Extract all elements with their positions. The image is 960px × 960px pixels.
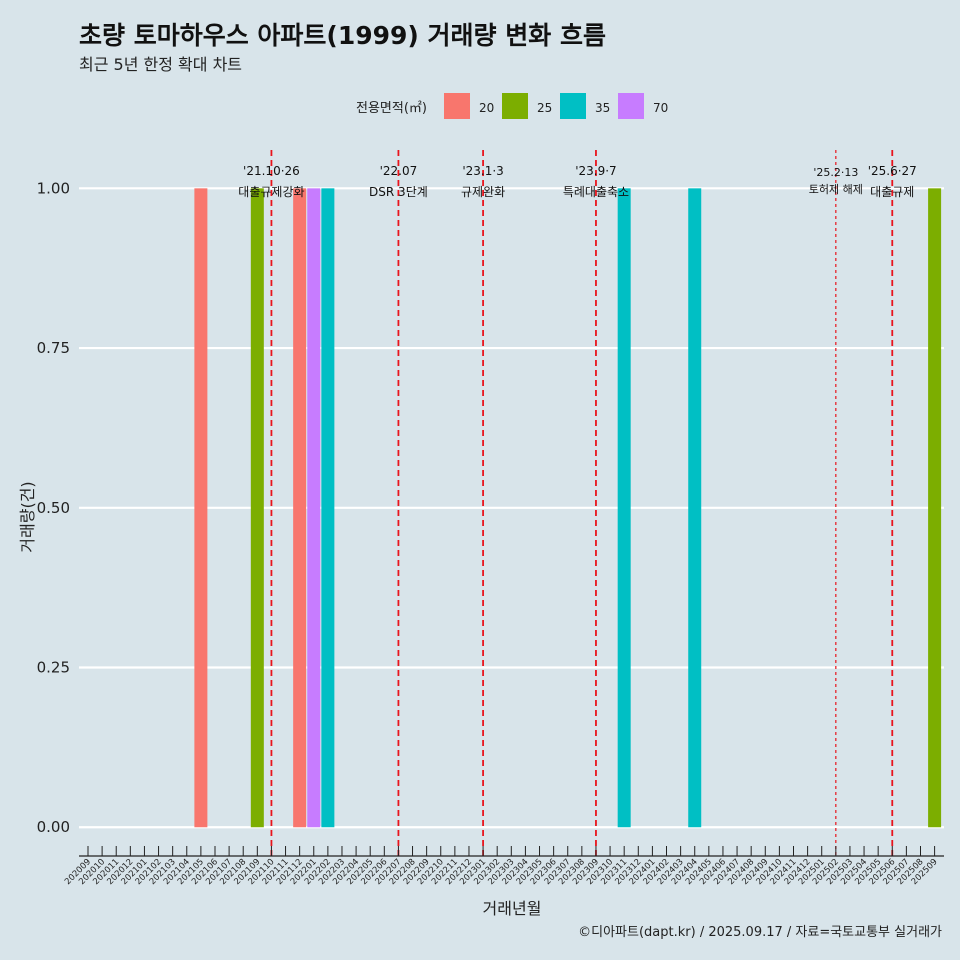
x-axis: 2020092020102020112020122021012021022021…: [63, 846, 944, 887]
event-date: '21.10·26: [243, 164, 300, 178]
y-axis: 0.00 0.25 0.50 0.75 1.00: [37, 179, 70, 836]
event-label: 대출규제: [870, 185, 914, 199]
legend-title: 전용면적(㎡): [356, 101, 427, 116]
legend-label: 35: [595, 101, 610, 115]
legend-swatch-25: [502, 93, 528, 119]
bar-202311-35: [617, 188, 631, 828]
caption: ©디아파트(dapt.kr) / 2025.09.17 / 자료=국토교통부 실…: [578, 925, 942, 940]
y-axis-label: 거래량(건): [18, 481, 37, 552]
bars: [194, 188, 942, 828]
legend: 전용면적(㎡) 20 25 35 70: [356, 93, 668, 119]
event-label: 규제완화: [461, 185, 505, 199]
event-date: '22.07: [380, 164, 418, 178]
bar-202112-20: [293, 188, 307, 828]
legend-swatch-70: [618, 93, 644, 119]
x-axis-label: 거래년월: [483, 899, 542, 918]
event-lines: '21.10·26 대출규제강화 '22.07 DSR 3단계 '23.1·3 규제완화 '…: [238, 150, 917, 856]
chart-subtitle: 최근 5년 한정 확대 차트: [79, 55, 242, 74]
bar-202404-35: [688, 188, 702, 828]
bar-202109-25: [250, 188, 264, 828]
legend-swatch-35: [560, 93, 586, 119]
y-tick-label: 0.75: [37, 339, 70, 357]
bar-202509-25: [928, 188, 942, 828]
event-date: '23.1·3: [462, 164, 503, 178]
legend-label: 25: [537, 101, 552, 115]
event-date: '25.2·13: [813, 166, 858, 179]
legend-label: 20: [479, 101, 494, 115]
legend-swatch-20: [444, 93, 470, 119]
event-label: 특례대출축소: [563, 185, 629, 199]
y-tick-label: 0.00: [37, 818, 70, 836]
bar-202201-70: [307, 188, 321, 828]
event-date: '23.9·7: [575, 164, 616, 178]
event-label: 토허제 해제: [809, 182, 863, 196]
y-tick-label: 0.50: [37, 499, 70, 517]
y-tick-label: 1.00: [37, 179, 70, 197]
event-label: 대출규제강화: [238, 185, 304, 199]
event-label: DSR 3단계: [369, 185, 428, 199]
grid: [79, 187, 944, 829]
bar-202202-35: [321, 188, 335, 828]
chart-title: 초량 토마하우스 아파트(1999) 거래량 변화 흐름: [79, 21, 606, 50]
legend-label: 70: [653, 101, 668, 115]
event-date: '25.6·27: [868, 164, 917, 178]
bar-202105-20: [194, 188, 208, 828]
y-tick-label: 0.25: [37, 659, 70, 677]
